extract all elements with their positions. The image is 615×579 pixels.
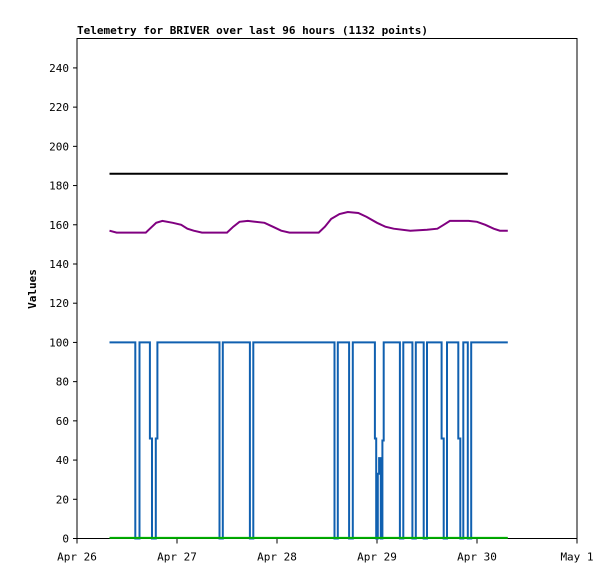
y-tick-label: 20 [56,493,69,506]
y-tick-label: 180 [49,180,69,193]
x-tick-label: Apr 30 [457,551,497,564]
x-tick-label: Apr 29 [357,551,397,564]
x-axis: Apr 26 Apr 27 Apr 28 Apr 29 Apr 30 May 1 [57,538,594,564]
y-tick-label: 200 [49,140,69,153]
y-tick-label: 220 [49,101,69,114]
y-tick-label: 120 [49,297,69,310]
series-line-2 [109,210,508,234]
y-axis: 0 20 40 60 80 100 120 140 160 180 200 220 240 [49,62,77,546]
series-line-3 [109,341,508,540]
y-tick-label: 140 [49,258,69,271]
y-axis-label: Values [26,269,39,309]
x-tick-label: Apr 27 [157,551,197,564]
y-tick-label: 100 [49,336,69,349]
y-tick-label: 240 [49,62,69,75]
y-tick-label: 40 [56,454,69,467]
x-tick-label: Apr 28 [257,551,297,564]
x-tick-label: Apr 26 [57,551,97,564]
y-tick-label: 160 [49,219,69,232]
chart-title: Telemetry for BRIVER over last 96 hours … [77,24,428,37]
y-tick-label: 0 [62,533,69,546]
x-tick-label: May 1 [560,551,593,564]
y-tick-label: 80 [56,376,69,389]
y-tick-label: 60 [56,415,69,428]
series-layer [109,172,508,540]
